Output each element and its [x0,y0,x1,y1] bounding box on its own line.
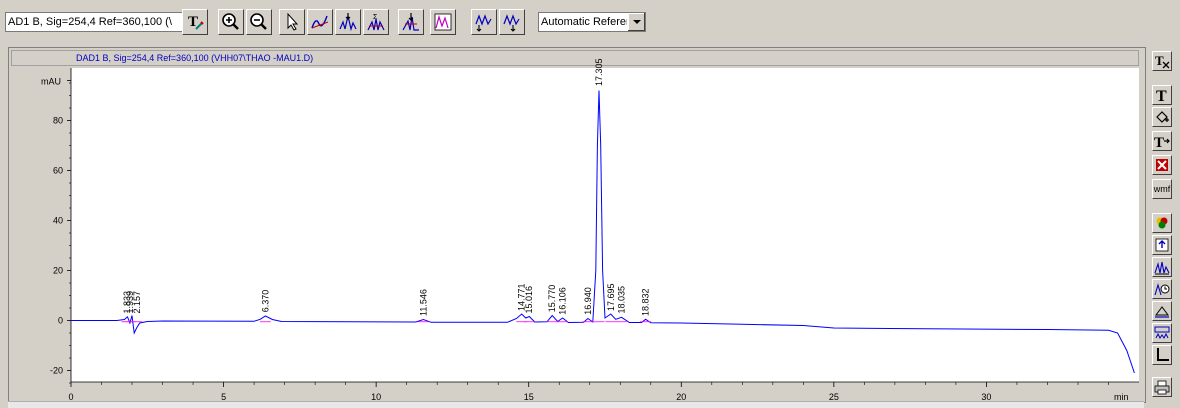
text-icon: T [1156,88,1167,103]
y-tick-label: 40 [53,216,63,226]
text-delete-icon: T [1155,53,1170,69]
upload-button[interactable] [1152,235,1172,255]
right-toolbar: T T T wmf [1150,47,1176,405]
top-toolbar: AD1 B, Sig=254,4 Ref=360,100 (\ T [0,0,1180,44]
x-tick-label: 30 [981,392,991,402]
axis-button[interactable] [1152,345,1172,365]
draw-baseline-icon [311,15,329,29]
baseline-button[interactable] [1152,301,1172,321]
peak-label: 1.939 [125,291,135,314]
time-icon [1154,283,1170,296]
wmf-label: wmf [1153,184,1171,194]
x-tick-label: 25 [829,392,839,402]
chromatogram-plot[interactable]: mAU -20 0 20 40 60 80 0 5 10 15 20 25 30 min 1.8331.939… [9,48,1145,402]
svg-text:T: T [1155,53,1164,68]
x-unit-label: min [1114,392,1129,402]
peak-shoulders-button[interactable] [471,9,497,35]
negative-peaks-icon [503,14,520,32]
text-delete-button[interactable]: T [1152,51,1172,71]
sum-peaks-icon: Σ [367,14,385,31]
tangent-skim-button[interactable] [430,9,456,35]
overlay-icon [1154,261,1170,275]
peak-label: 15.770 [547,285,557,313]
delete-all-button[interactable] [1152,155,1172,175]
text-tool-icon: T [188,14,204,30]
signal-trace [71,90,1135,374]
text-button[interactable]: T [1152,85,1172,105]
negative-peaks-button[interactable] [499,9,525,35]
status-strip [8,401,1144,408]
draw-baseline-button[interactable] [307,9,333,35]
colors-button[interactable] [1152,213,1172,233]
baseline-icon [1155,306,1169,318]
peak-label: 11.546 [418,289,428,316]
chart-window: DAD1 B, Sig=254,4 Ref=360,100 (VHH07\THA… [8,47,1146,403]
peak-label: 15.016 [524,286,534,314]
time-button[interactable] [1152,279,1172,299]
spectra-button[interactable] [1152,323,1172,343]
peak-label: 18.035 [616,286,626,314]
peak-label: 1.833 [122,291,132,314]
print-button[interactable] [1152,377,1172,397]
zoom-out-icon [250,13,267,30]
y-tick-label: 20 [53,266,63,276]
integrate-peak-button[interactable] [335,9,361,35]
text-arrow-button[interactable]: T [1152,131,1172,151]
peak-label: 16.106 [558,287,568,315]
x-tick-label: 10 [371,392,381,402]
axis-icon [1157,348,1169,361]
svg-text:T: T [1154,135,1164,149]
peak-label: 2.157 [132,291,142,314]
text-tool-button[interactable]: T [182,9,208,35]
wmf-export-button[interactable]: wmf [1152,179,1172,199]
x-tick-label: 5 [221,392,226,402]
peak-label: 17.695 [606,283,616,311]
sum-peaks-button[interactable]: Σ [363,9,389,35]
delete-all-icon [1156,159,1168,171]
y-tick-label: -20 [50,366,63,376]
peak-label: 6.370 [260,290,270,313]
svg-text:T: T [1156,88,1167,103]
print-icon [1154,380,1170,395]
integrate-peak-icon [339,13,357,32]
y-tick-label: 60 [53,166,63,176]
peak-label: 17.305 [594,58,604,86]
signal-select[interactable]: AD1 B, Sig=254,4 Ref=360,100 (\ [5,12,201,32]
tangent-skim-icon [434,13,452,31]
upload-icon [1155,238,1169,252]
pointer-button[interactable] [279,9,305,35]
reference-select[interactable]: Automatic Referenc [538,12,646,32]
peak-label: 16.940 [583,287,593,315]
text-move-icon [1156,111,1169,123]
colors-icon [1156,217,1168,229]
zoom-in-icon [222,13,239,30]
zoom-in-button[interactable] [218,9,244,35]
chevron-down-icon[interactable] [627,13,645,31]
y-tick-label: 0 [58,316,63,326]
split-peak-button[interactable] [398,9,424,35]
chart-title: DAD1 B, Sig=254,4 Ref=360,100 (VHH07\THA… [11,50,1139,66]
x-tick-label: 15 [524,392,534,402]
text-move-button[interactable] [1152,107,1172,127]
pointer-icon [287,12,299,31]
y-tick-label: 80 [53,116,63,126]
svg-text:T: T [188,14,198,30]
svg-text:Σ: Σ [373,14,378,21]
y-unit-label: mAU [41,77,61,87]
x-tick-label: 0 [68,392,73,402]
peak-label: 18.832 [641,288,651,316]
text-arrow-icon: T [1154,135,1170,149]
signal-select-value: AD1 B, Sig=254,4 Ref=360,100 (\ [8,16,172,28]
peak-label: 14.771 [517,283,527,311]
plot-area [71,68,1139,382]
spectra-icon [1154,326,1170,339]
reference-select-value: Automatic Referenc [541,16,638,28]
overlay-button[interactable] [1152,257,1172,277]
split-peak-icon [402,13,419,31]
x-tick-label: 20 [676,392,686,402]
zoom-out-button[interactable] [246,9,272,35]
peak-shoulders-icon [475,14,492,32]
